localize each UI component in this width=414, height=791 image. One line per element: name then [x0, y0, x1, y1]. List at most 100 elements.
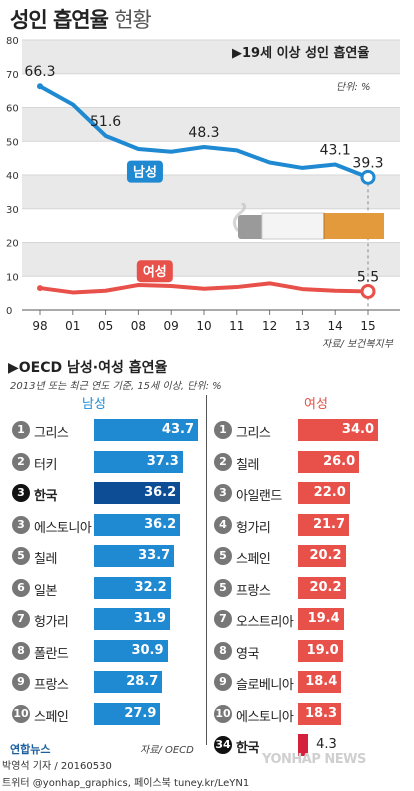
bar: [94, 450, 183, 473]
rank-badge: 3: [214, 484, 232, 502]
bar-value: 20.2: [309, 579, 342, 595]
y-tick-label: 40: [6, 171, 19, 182]
country-name: 영국: [236, 646, 259, 662]
bar-chart-title: ▶OECD 남성·여성 흡연율: [8, 360, 168, 376]
rank-badge: 1: [214, 421, 232, 439]
bar-value: 26.0: [323, 453, 356, 469]
rank-badge: 10: [12, 704, 30, 723]
bar-chart-note: 2013년 또는 최근 연도 기준, 15세 이상, 단위: %: [10, 381, 222, 392]
rank-badge: 5: [214, 578, 232, 597]
country-name: 그리스: [34, 426, 69, 441]
title-sub: 현황: [114, 8, 152, 32]
bar: [94, 482, 181, 504]
bar: [298, 545, 346, 567]
x-tick-label: 12: [262, 319, 277, 333]
grid-band: [22, 175, 400, 209]
rank-badge: 8: [214, 641, 232, 660]
country-name: 에스토니아: [236, 709, 294, 725]
data-label: 5.5: [357, 269, 379, 285]
bar-value: 20.2: [309, 548, 342, 563]
country-name: 헝가리: [34, 615, 69, 630]
bar: [298, 734, 309, 756]
country-name: 프랑스: [236, 583, 271, 599]
series-end-point: [360, 283, 376, 299]
country-name: 아일랜드: [236, 489, 282, 504]
bar-value: 21.7: [312, 516, 346, 532]
y-tick-label: 60: [6, 104, 19, 115]
x-tick-label: 98: [32, 319, 47, 333]
title-main: 성인 흡연율: [10, 8, 109, 32]
country-name: 폴란드: [34, 646, 69, 662]
rank-badge: 9: [12, 673, 30, 691]
country-name: 에스토니아: [34, 520, 92, 536]
credit: 박영석 기자 / 20160530: [2, 761, 112, 772]
y-tick-label: 80: [6, 36, 19, 47]
data-label: 66.3: [24, 64, 55, 80]
bar: [94, 639, 168, 662]
rank-badge: 7: [12, 610, 30, 628]
yonhap-logo: 연합뉴스: [10, 743, 51, 756]
series-tag-label: 남성: [133, 165, 157, 181]
data-label: 48.3: [188, 125, 219, 141]
line-chart-unit: 단위: %: [336, 82, 371, 93]
x-tick-label: 15: [360, 319, 375, 333]
x-tick-label: 09: [164, 319, 179, 333]
bar: [298, 702, 342, 725]
x-tick-label: 10: [196, 319, 211, 333]
series-tag: [136, 260, 173, 283]
line-chart-source: 자료/ 보건복지부: [322, 339, 393, 350]
series-point: [37, 83, 43, 90]
rank-badge: 7: [214, 610, 232, 628]
bar: [298, 450, 360, 473]
bar: [298, 608, 344, 630]
rank-badge: 5: [12, 547, 30, 565]
y-tick-label: 70: [6, 70, 19, 81]
bar-value: 43.7: [161, 422, 194, 437]
line-chart: 0 10 20 30 40 50 60 70 80 98 01 05 08 09 10 11 12 13 14 15 6…: [6, 36, 400, 333]
bar: [94, 671, 163, 693]
country-name: 일본: [34, 583, 57, 599]
series-line-0: [39, 84, 369, 180]
data-label: 51.6: [90, 114, 121, 130]
rank-badge: 3: [12, 515, 30, 534]
series-point: [37, 285, 43, 292]
bar-value: 27.9: [124, 705, 157, 721]
country-name: 그리스: [236, 426, 271, 441]
rank-badge: 2: [214, 452, 232, 471]
bar: [298, 576, 346, 599]
bar-value: 36.2: [144, 485, 177, 500]
bar-value: 22.0: [313, 485, 346, 500]
bar: [94, 608, 170, 630]
country-name: 칠레: [236, 457, 259, 473]
bar: [94, 702, 161, 725]
watermark: YONHAP NEWS: [262, 752, 366, 767]
x-tick-label: 13: [295, 319, 310, 333]
y-tick-label: 20: [6, 239, 19, 250]
bar-value: 31.9: [133, 611, 166, 626]
y-tick-label: 30: [6, 205, 19, 216]
data-label: 39.3: [352, 155, 383, 171]
bar: [298, 482, 350, 504]
rank-badge: 1: [12, 421, 30, 439]
data-label: 43.1: [320, 143, 351, 159]
country-name: 헝가리: [236, 520, 271, 536]
series-end-point: [360, 169, 376, 185]
bar: [94, 576, 171, 599]
rank-badge: 10: [214, 704, 232, 723]
column-divider: [206, 395, 207, 745]
bar-value: 36.2: [144, 516, 177, 532]
male-header: 남성: [82, 397, 106, 412]
bar-value: 37.3: [146, 453, 179, 469]
line-chart-title: ▶19세 이상 성인 흡연율: [232, 46, 370, 61]
rank-badge: 8: [12, 641, 30, 660]
social-links: 트위터 @yonhap_graphics, 페이스북 tuney.kr/LeYN…: [2, 778, 250, 789]
country-name: 오스트리아: [236, 615, 294, 630]
rank-badge: 4: [214, 515, 232, 534]
bar-value: 19.4: [307, 611, 340, 626]
y-tick-label: 0: [6, 306, 12, 317]
bar-value: 30.9: [131, 642, 164, 658]
x-tick-label: 01: [65, 319, 80, 333]
bar: [94, 419, 198, 441]
bar-chart-source: 자료/ OECD: [140, 745, 194, 756]
rank-badge: 6: [12, 578, 30, 597]
